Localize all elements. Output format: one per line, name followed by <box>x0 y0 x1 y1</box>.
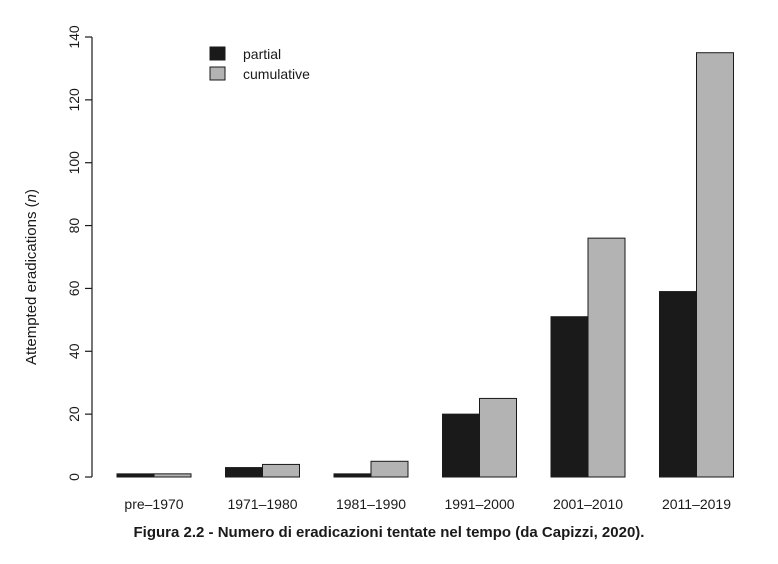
bar-partial <box>225 467 263 478</box>
legend-label-cumulative: cumulative <box>243 66 310 82</box>
x-axis-labels: pre–1970 1971–1980 1981–1990 1991–2000 2001–… <box>124 496 731 512</box>
y-axis-title: Attempted eradications (n) <box>23 189 40 365</box>
y-tick-label: 0 <box>66 473 82 481</box>
x-tick-label: 2011–2019 <box>662 496 731 512</box>
bar-cumulative <box>479 397 517 478</box>
y-tick-label: 80 <box>66 218 82 234</box>
bar-cumulative <box>587 237 626 478</box>
x-tick-label: pre–1970 <box>124 496 183 512</box>
figure-caption: Figura 2.2 - Numero di eradicazioni tent… <box>133 524 645 541</box>
legend-swatch-partial <box>209 46 226 61</box>
bar-cumulative <box>370 460 409 478</box>
x-tick-label: 2001–2010 <box>553 496 623 512</box>
bar-partial <box>442 413 480 478</box>
y-tick-label: 60 <box>66 280 82 296</box>
bar-partial <box>659 291 697 478</box>
y-axis: 0 20 40 60 80 100 120 140 <box>66 25 93 481</box>
x-tick-label: 1971–1980 <box>227 496 297 512</box>
y-axis-title-close: ) <box>23 189 40 194</box>
bar-partial <box>550 316 589 478</box>
bar-cumulative <box>153 473 192 478</box>
x-tick-label: 1991–2000 <box>444 496 514 512</box>
bar-cumulative <box>696 52 734 478</box>
y-tick-label: 140 <box>66 25 82 49</box>
y-axis-title-main: Attempted eradications ( <box>23 202 40 365</box>
bar-cumulative <box>262 463 300 478</box>
bar-partial <box>333 473 372 478</box>
y-axis-title-italic: n <box>23 194 40 202</box>
y-tick-label: 20 <box>66 406 82 422</box>
x-tick-label: 1981–1990 <box>336 496 406 512</box>
bars <box>116 52 734 478</box>
y-tick-label: 100 <box>66 151 82 175</box>
legend: partial cumulative <box>209 46 310 82</box>
legend-label-partial: partial <box>243 46 281 62</box>
bar-chart: 0 20 40 60 80 100 120 140 pre–1970 1971–1980 1981… <box>23 25 734 512</box>
y-tick-label: 120 <box>66 88 82 112</box>
bar-partial <box>116 473 155 478</box>
y-tick-label: 40 <box>66 343 82 359</box>
legend-swatch-cumulative <box>209 66 226 81</box>
